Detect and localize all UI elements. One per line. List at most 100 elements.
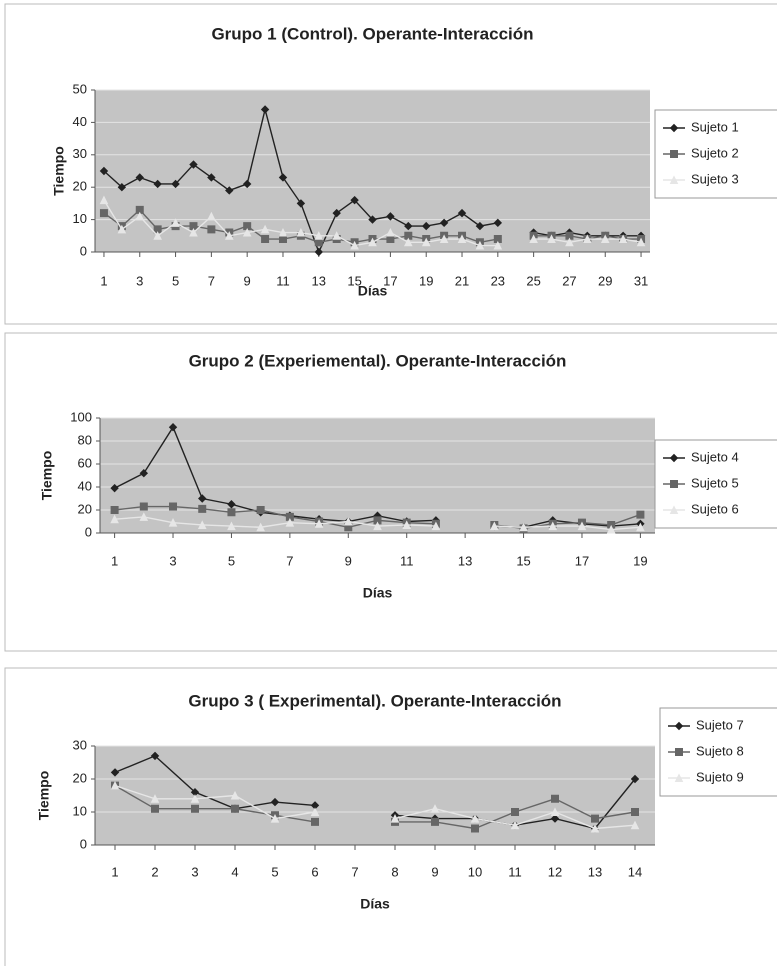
legend-label: Sujeto 2 [691, 145, 739, 160]
marker [171, 179, 180, 189]
marker [430, 804, 440, 813]
marker [670, 150, 678, 158]
y-tick-label: 40 [78, 478, 92, 493]
marker [439, 218, 449, 228]
x-tick-label: 2 [151, 864, 158, 879]
x-tick-label: 8 [391, 864, 398, 879]
x-tick-label: 9 [345, 553, 352, 568]
legend-label: Sujeto 7 [696, 717, 744, 732]
marker [260, 105, 270, 114]
x-axis-title: Días [360, 896, 390, 912]
marker [117, 224, 127, 234]
marker [511, 808, 519, 816]
marker [669, 505, 679, 514]
marker [548, 521, 558, 531]
legend-label: Sujeto 8 [696, 743, 744, 758]
marker [314, 238, 323, 247]
marker [600, 234, 610, 244]
marker [227, 521, 236, 531]
y-tick-label: 100 [70, 409, 92, 424]
marker [242, 179, 252, 189]
y-tick-label: 30 [73, 146, 87, 161]
marker [630, 820, 640, 830]
x-tick-label: 5 [228, 553, 235, 568]
marker [285, 512, 294, 521]
x-axis-title: Días [363, 585, 393, 601]
marker [168, 422, 178, 432]
marker [207, 225, 216, 234]
marker [278, 235, 287, 244]
marker [198, 504, 207, 513]
marker [368, 215, 377, 224]
marker [243, 222, 252, 231]
marker [373, 521, 382, 531]
legend-label: Sujeto 6 [691, 501, 739, 516]
y-tick-label: 80 [78, 432, 92, 447]
x-tick-label: 12 [548, 864, 562, 879]
marker [270, 797, 280, 807]
marker [278, 227, 288, 237]
y-tick-label: 0 [80, 243, 87, 258]
marker [402, 520, 412, 529]
marker [675, 748, 683, 756]
x-tick-label: 6 [311, 864, 318, 879]
marker [565, 237, 574, 247]
marker [669, 175, 679, 184]
x-tick-label: 13 [458, 553, 472, 568]
marker [231, 804, 239, 813]
y-tick-label: 10 [73, 803, 87, 818]
marker [256, 522, 265, 532]
marker [457, 208, 467, 218]
marker [135, 211, 145, 221]
x-tick-label: 7 [208, 273, 215, 288]
x-tick-label: 9 [244, 273, 251, 288]
marker [669, 123, 679, 133]
marker [471, 824, 479, 833]
marker [139, 468, 149, 478]
marker [207, 173, 216, 182]
x-tick-label: 7 [351, 864, 358, 879]
marker [475, 221, 485, 231]
x-tick-label: 15 [347, 273, 361, 288]
y-tick-label: 60 [78, 455, 92, 470]
series-line [114, 755, 316, 810]
marker [421, 237, 431, 247]
marker [207, 211, 216, 221]
x-tick-label: 9 [431, 864, 438, 879]
marker [493, 235, 502, 244]
y-axis-title: Tiempo [51, 146, 67, 196]
x-tick-label: 17 [383, 273, 397, 288]
x-tick-label: 29 [598, 273, 612, 288]
marker [403, 237, 413, 247]
x-tick-label: 1 [111, 864, 118, 879]
marker [332, 231, 342, 240]
marker [153, 179, 162, 189]
legend-label: Sujeto 4 [691, 449, 739, 464]
marker [135, 173, 144, 182]
marker [311, 817, 319, 826]
marker [314, 247, 323, 257]
marker [674, 721, 684, 731]
marker [386, 212, 395, 221]
x-tick-label: 1 [111, 553, 118, 568]
chart-title: Grupo 3 ( Experimental). Operante-Intera… [188, 691, 561, 710]
legend-label: Sujeto 1 [691, 119, 739, 134]
marker [190, 794, 200, 803]
marker [110, 780, 120, 790]
marker [551, 794, 559, 803]
marker [278, 173, 288, 182]
x-tick-label: 17 [575, 553, 589, 568]
marker [606, 524, 616, 534]
marker [110, 768, 120, 777]
series-line [494, 525, 641, 531]
marker [404, 221, 413, 231]
x-tick-label: 13 [312, 273, 326, 288]
marker [99, 166, 109, 176]
marker [547, 234, 556, 244]
marker [227, 500, 236, 509]
marker [457, 234, 467, 244]
marker [550, 814, 560, 823]
marker [404, 231, 413, 240]
marker [670, 480, 678, 488]
marker [110, 514, 119, 524]
